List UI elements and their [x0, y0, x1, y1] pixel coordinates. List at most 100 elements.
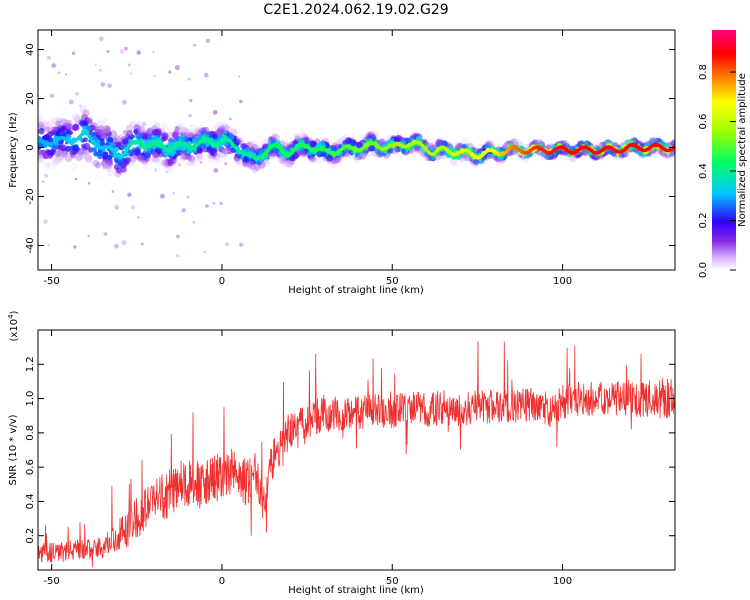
- spectrogram-cell: [225, 125, 231, 131]
- spectrogram-cell: [130, 134, 135, 139]
- spectrogram-cell: [221, 152, 229, 160]
- spectrogram-outlier: [172, 191, 176, 195]
- spectrogram-cell: [139, 138, 145, 144]
- snr-x-axis: -50 0 50 100: [43, 330, 572, 587]
- spectrogram-cell: [157, 149, 162, 155]
- spectrogram-cell: [167, 166, 175, 173]
- spectrogram-cell: [510, 138, 519, 147]
- spectrogram-frame: [37, 29, 676, 271]
- spectrogram-cell: [113, 164, 120, 171]
- spectrogram-cell: [180, 136, 187, 143]
- spectrogram-outlier: [49, 93, 55, 98]
- spectrogram-cell: [91, 125, 97, 131]
- spectrogram-cell: [235, 161, 244, 169]
- spectrogram-outlier: [190, 124, 193, 127]
- spectrogram-cell: [171, 131, 179, 139]
- spectrogram-cell: [262, 143, 268, 150]
- spectrogram-outlier: [153, 74, 156, 77]
- spectrogram-cell: [285, 160, 293, 168]
- top-y-tick-label: 20: [25, 92, 36, 105]
- spectrogram-cell: [125, 124, 133, 132]
- spectrogram-cell: [354, 152, 360, 157]
- spectrogram-cell: [461, 137, 469, 145]
- spectrogram-cell: [153, 128, 160, 135]
- spectrogram-outlier: [178, 164, 181, 167]
- colorbar: 0.0 0.2 0.4 0.6 0.8 Normalized spectral ampl…: [698, 30, 748, 278]
- spectrogram-cell: [206, 155, 215, 163]
- spectrogram-cell: [285, 160, 294, 169]
- spectrogram-outlier: [129, 72, 133, 75]
- spectrogram-cell: [38, 157, 45, 165]
- bot-y-tick-label: 0.4: [25, 493, 36, 509]
- top-y-tick-label: 0: [25, 144, 36, 150]
- spectrogram-outlier: [127, 63, 131, 67]
- spectrogram-outlier: [122, 99, 127, 105]
- spectrogram-cell: [42, 110, 50, 119]
- colorbar-tick-label: 0.6: [698, 114, 709, 130]
- snr-y-label: SNR (10 * v/v): [8, 414, 19, 485]
- spectrogram-cell: [309, 140, 317, 148]
- spectrogram-outlier: [212, 109, 218, 115]
- spectrogram-outlier: [122, 129, 128, 135]
- spectrogram-outlier: [71, 51, 76, 55]
- top-y-tick-label: -40: [25, 237, 36, 253]
- spectrogram-cell: [71, 112, 81, 121]
- spectrogram-cell: [147, 164, 156, 173]
- spectrogram-cell: [316, 151, 323, 158]
- spectrogram-cell: [95, 162, 102, 169]
- spectrogram-cell: [329, 159, 338, 169]
- spectrogram-outlier: [203, 72, 209, 78]
- spectrogram-cell: [350, 141, 356, 147]
- bot-y-tick-label: 0.2: [25, 528, 36, 544]
- spectrogram-cell: [251, 144, 259, 152]
- spectrogram-cell: [441, 140, 448, 147]
- snr-y-axis: 0.2 0.4 0.6 0.8 1.0 1.2: [25, 356, 675, 544]
- spectrogram-cell: [48, 137, 54, 143]
- spectrogram-cell: [225, 142, 232, 148]
- spectrogram-outlier: [47, 243, 50, 247]
- spectrogram-cell: [86, 125, 92, 132]
- top-x-tick-label: 50: [386, 276, 399, 287]
- spectrogram-cell: [156, 159, 164, 167]
- spectrogram-outlier: [79, 104, 82, 108]
- spectrogram-cell: [299, 131, 307, 139]
- spectrogram-cell: [146, 164, 154, 172]
- spectrogram-outlier: [124, 46, 128, 51]
- spectrogram-outlier: [46, 55, 51, 60]
- spectrogram-outlier: [87, 182, 91, 185]
- spectrogram-cell: [277, 155, 286, 164]
- spectrogram-outlier: [65, 73, 67, 76]
- spectrogram-outlier: [225, 143, 228, 147]
- spectrogram-outlier: [99, 36, 104, 41]
- spectrogram-cell: [369, 145, 375, 152]
- spectrogram-cell: [159, 122, 168, 131]
- spectrogram-cell: [43, 121, 51, 128]
- spectrogram-outlier: [205, 204, 209, 208]
- spectrogram-cell: [187, 148, 193, 155]
- spectrogram-cell: [414, 144, 421, 151]
- spectrogram-outlier: [189, 98, 193, 102]
- snr-x-label: Height of straight line (km): [288, 585, 424, 596]
- spectrogram-cell: [38, 154, 44, 161]
- spectrogram-outlier: [73, 245, 77, 249]
- top-x-tick-label: 0: [219, 276, 225, 287]
- spectrogram-cell: [86, 117, 93, 124]
- spectrogram-outlier: [215, 130, 220, 134]
- spectrogram-cell: [38, 115, 44, 123]
- spectrogram-x-label: Height of straight line (km): [288, 285, 424, 296]
- spectrogram-outlier: [100, 82, 106, 87]
- spectrogram-cell: [167, 131, 174, 138]
- spectrogram-cell: [569, 145, 576, 152]
- spectrogram-outlier: [107, 83, 112, 88]
- spectrogram-cell: [82, 109, 90, 117]
- spectrogram-cell: [205, 133, 210, 138]
- spectrogram-cell: [513, 138, 521, 146]
- spectrogram-outlier: [147, 148, 151, 151]
- spectrogram-cell: [166, 166, 175, 176]
- spectrogram-cell: [74, 115, 81, 122]
- spectrogram-outlier: [176, 234, 180, 239]
- spectrogram-cell: [502, 142, 510, 150]
- spectrogram-cell: [180, 126, 188, 134]
- spectrogram-outlier: [224, 162, 228, 166]
